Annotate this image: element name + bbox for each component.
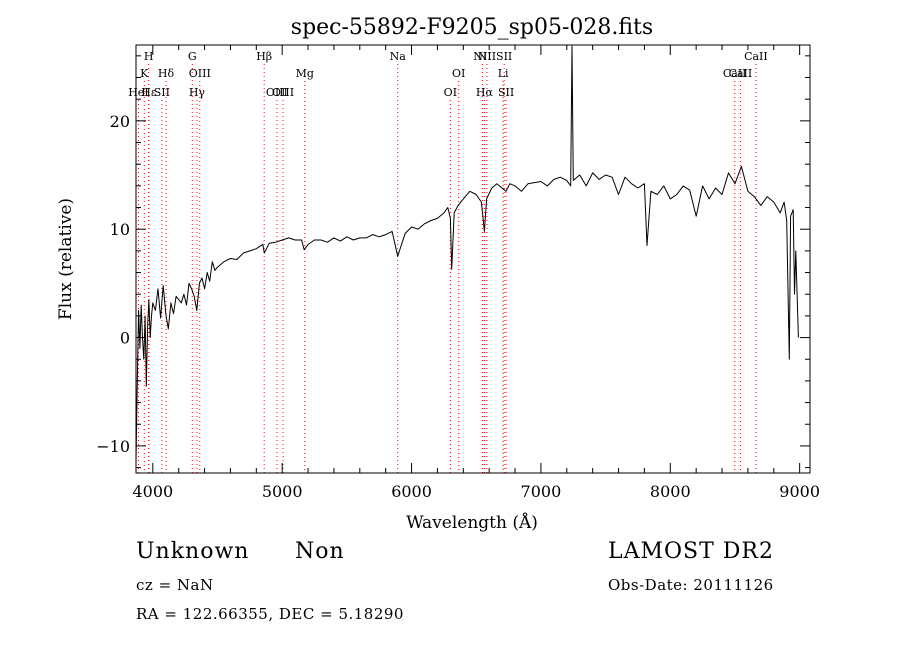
observation-date: Obs-Date: 20111126 [608,576,774,594]
line-label: H [144,50,154,63]
spectrum-line [135,45,799,463]
x-tick-label: 4000 [132,482,173,501]
y-axis-label: Flux (relative) [56,198,76,320]
line-label: K [140,67,149,80]
line-label: Hδ [158,67,175,80]
line-label: Na [390,50,407,63]
line-label: G [188,50,197,63]
line-label: NII [473,50,491,63]
line-label: CaII [729,67,753,80]
x-tick-label: 5000 [262,482,303,501]
line-label: SII [498,86,514,99]
line-label: NII [478,50,496,63]
y-tick-label: 0 [120,329,130,348]
axis-ticks: 4000 5000 6000 7000 8000 9000 −10 0 10 20 [96,45,820,501]
line-label: OI [444,86,457,99]
line-label: HeI [128,86,148,99]
line-label: SII [154,86,170,99]
x-tick-label: 8000 [650,482,691,501]
line-label: OIII [266,86,288,99]
line-label: OI [452,67,465,80]
x-tick-label: 6000 [391,482,432,501]
line-label: CaII [744,50,768,63]
line-label: Li [498,67,509,80]
line-label: Hγ [189,86,206,99]
redshift-readout: cz = NaN [136,576,214,594]
line-label: OIII [272,86,294,99]
line-labels: HKHeIHεHδSIIGOIIIHγHβOIIIOIIIMgNaOIOINII… [128,50,768,99]
x-tick-label: 9000 [779,482,820,501]
y-tick-label: 10 [110,220,130,239]
x-tick-label: 7000 [521,482,562,501]
line-label: Hε [141,86,157,99]
line-label: Hβ [256,50,272,63]
line-label: Mg [296,67,314,80]
y-tick-label: −10 [96,437,130,456]
object-subclass: Non [295,539,345,564]
plot-frame [135,44,811,474]
survey-name: LAMOST DR2 [608,539,774,564]
object-class: Unknown [136,539,250,564]
line-label: SII [496,50,512,63]
coordinates-readout: RA = 122.66355, DEC = 5.18290 [136,605,404,623]
spectrum-series [135,45,799,463]
line-label: Hα [476,86,494,99]
chart-title: spec-55892-F9205_sp05-028.fits [291,15,653,40]
y-tick-label: 20 [110,112,130,131]
line-label: CaII [723,67,747,80]
line-markers [137,64,757,473]
line-label: OIII [189,67,211,80]
x-axis-label: Wavelength (Å) [406,512,538,533]
